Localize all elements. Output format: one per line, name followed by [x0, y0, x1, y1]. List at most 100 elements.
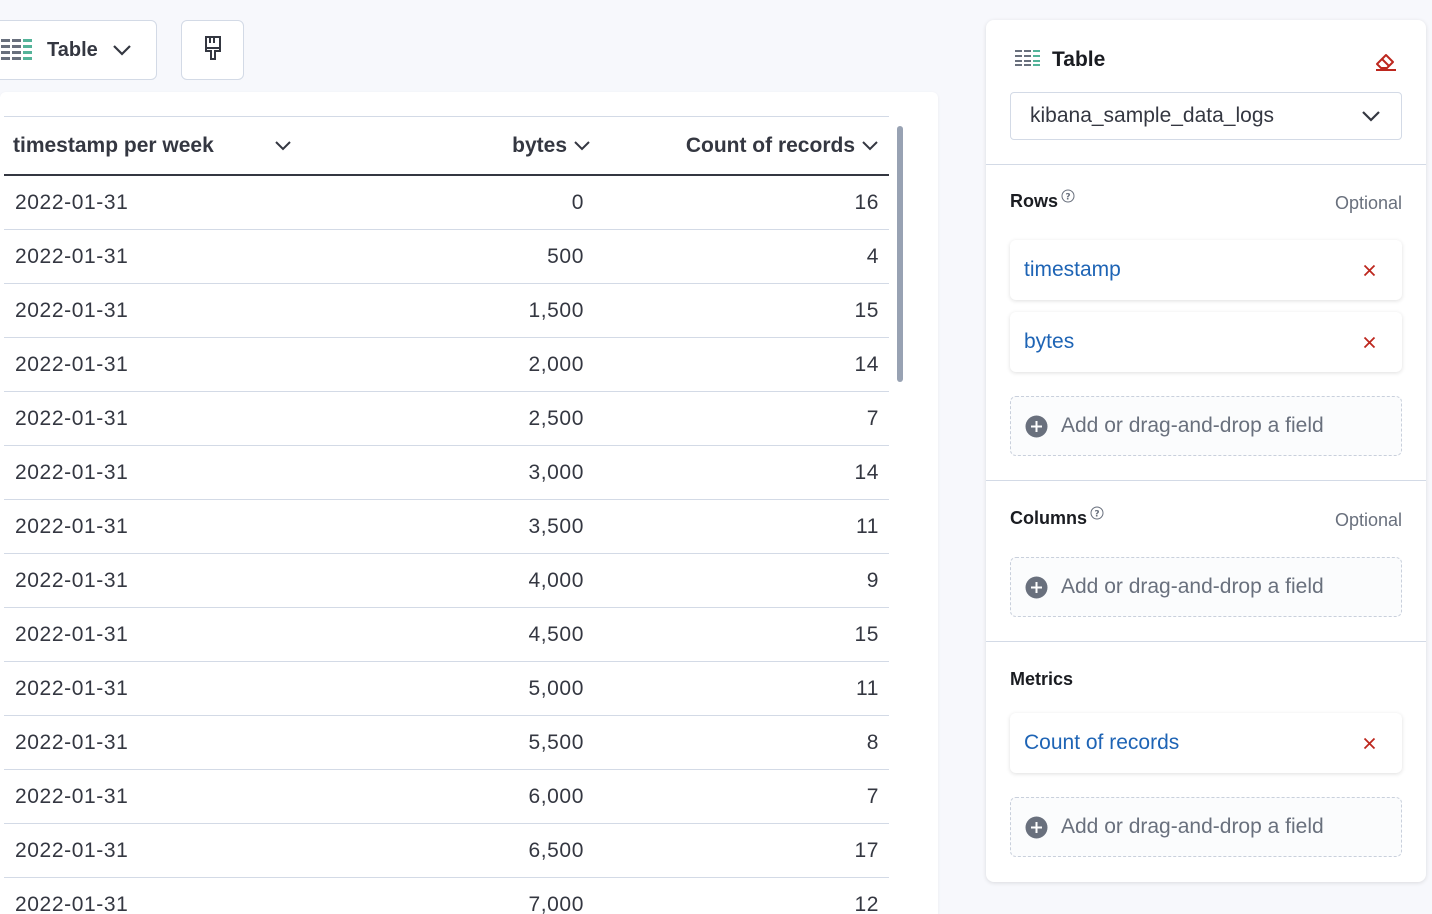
cell-timestamp[interactable]: 2022-01-31: [15, 838, 129, 862]
cell-timestamp[interactable]: 2022-01-31: [15, 514, 129, 538]
table-row: 2022-01-31 6,000 7: [4, 770, 889, 824]
column-header-bytes[interactable]: bytes: [304, 117, 597, 174]
column-header-timestamp[interactable]: timestamp per week: [4, 117, 304, 174]
column-header-count[interactable]: Count of records: [597, 117, 889, 174]
cell-bytes[interactable]: 5,000: [528, 676, 584, 700]
cell-timestamp[interactable]: 2022-01-31: [15, 406, 129, 430]
cell-bytes[interactable]: 4,000: [528, 568, 584, 592]
table-header: timestamp per week bytes Count of record…: [4, 116, 889, 176]
workspace: Table timestamp per week bytes: [0, 20, 903, 914]
cell-bytes[interactable]: 2,500: [528, 406, 584, 430]
close-icon[interactable]: [1363, 737, 1376, 750]
cell-bytes[interactable]: 2,000: [528, 352, 584, 376]
cell-timestamp[interactable]: 2022-01-31: [15, 892, 129, 914]
columns-label: Columns ?: [1010, 506, 1104, 529]
cell-timestamp[interactable]: 2022-01-31: [15, 190, 129, 214]
style-settings-button[interactable]: [181, 20, 244, 80]
metric-count-of-records[interactable]: Count of records: [1010, 713, 1402, 773]
plus-circle-icon: [1025, 415, 1048, 438]
cell-timestamp[interactable]: 2022-01-31: [15, 730, 129, 754]
close-icon[interactable]: [1363, 264, 1376, 277]
cell-count[interactable]: 9: [866, 568, 879, 592]
svg-text:?: ?: [1065, 193, 1070, 203]
cell-timestamp[interactable]: 2022-01-31: [15, 622, 129, 646]
cell-timestamp[interactable]: 2022-01-31: [15, 352, 129, 376]
table-row: 2022-01-31 3,000 14: [4, 446, 889, 500]
dimension-timestamp[interactable]: timestamp: [1010, 240, 1402, 300]
column-header-label: Count of records: [685, 133, 855, 157]
cell-count[interactable]: 14: [854, 352, 879, 376]
chevron-down-icon[interactable]: [274, 140, 292, 151]
cell-count[interactable]: 8: [866, 730, 879, 754]
table-icon: [1015, 49, 1041, 72]
chart-type-switcher[interactable]: Table: [0, 20, 157, 80]
cell-count[interactable]: 17: [854, 838, 879, 862]
table-row: 2022-01-31 7,000 12: [4, 878, 889, 914]
table-row: 2022-01-31 6,500 17: [4, 824, 889, 878]
index-pattern-select[interactable]: kibana_sample_data_logs: [1010, 92, 1402, 140]
layer-header: Table kibana_sample_data_logs: [986, 20, 1426, 165]
eraser-icon[interactable]: [1374, 50, 1398, 77]
svg-text:?: ?: [1094, 510, 1099, 520]
table-row: 2022-01-31 500 4: [4, 230, 889, 284]
cell-timestamp[interactable]: 2022-01-31: [15, 460, 129, 484]
cell-bytes[interactable]: 1,500: [528, 298, 584, 322]
cell-timestamp[interactable]: 2022-01-31: [15, 568, 129, 592]
cell-count[interactable]: 12: [854, 892, 879, 914]
cell-bytes[interactable]: 6,500: [528, 838, 584, 862]
table-row: 2022-01-31 1,500 15: [4, 284, 889, 338]
cell-timestamp[interactable]: 2022-01-31: [15, 784, 129, 808]
cell-bytes[interactable]: 5,500: [528, 730, 584, 754]
metrics-label-text: Metrics: [1010, 669, 1074, 689]
column-header-label: timestamp per week: [13, 133, 214, 157]
chevron-down-icon[interactable]: [861, 140, 879, 151]
metrics-label: Metrics: [1010, 669, 1073, 690]
cell-bytes[interactable]: 7,000: [528, 892, 584, 914]
dimension-bytes[interactable]: bytes: [1010, 312, 1402, 372]
column-header-label: bytes: [512, 133, 567, 157]
dimension-label[interactable]: Count of records: [1024, 731, 1180, 754]
cell-count[interactable]: 7: [866, 406, 879, 430]
table-row: 2022-01-31 5,500 8: [4, 716, 889, 770]
plus-circle-icon: [1025, 816, 1048, 839]
cell-bytes[interactable]: 3,000: [528, 460, 584, 484]
table-row: 2022-01-31 4,000 9: [4, 554, 889, 608]
cell-count[interactable]: 15: [854, 622, 879, 646]
add-row-field-button[interactable]: Add or drag-and-drop a field: [1010, 396, 1402, 456]
add-field-label: Add or drag-and-drop a field: [1061, 414, 1324, 437]
cell-count[interactable]: 14: [854, 460, 879, 484]
cell-bytes[interactable]: 500: [547, 244, 584, 268]
cell-timestamp[interactable]: 2022-01-31: [15, 244, 129, 268]
add-field-label: Add or drag-and-drop a field: [1061, 575, 1324, 598]
cell-count[interactable]: 11: [856, 676, 879, 700]
cell-timestamp[interactable]: 2022-01-31: [15, 676, 129, 700]
cell-bytes[interactable]: 3,500: [528, 514, 584, 538]
cell-timestamp[interactable]: 2022-01-31: [15, 298, 129, 322]
columns-section: Columns ? Optional Add or drag-and-drop …: [986, 481, 1426, 642]
paintbrush-icon: [204, 35, 222, 66]
help-icon[interactable]: ?: [1061, 189, 1075, 203]
cell-count[interactable]: 16: [854, 190, 879, 214]
table-row: 2022-01-31 3,500 11: [4, 500, 889, 554]
table-row: 2022-01-31 0 16: [4, 176, 889, 230]
table-row: 2022-01-31 4,500 15: [4, 608, 889, 662]
table-scrollbar[interactable]: [897, 126, 903, 382]
cell-count[interactable]: 11: [856, 514, 879, 538]
chevron-down-icon[interactable]: [573, 140, 591, 151]
dimension-label[interactable]: timestamp: [1024, 258, 1121, 281]
add-metric-field-button[interactable]: Add or drag-and-drop a field: [1010, 797, 1402, 857]
cell-bytes[interactable]: 6,000: [528, 784, 584, 808]
add-field-label: Add or drag-and-drop a field: [1061, 815, 1324, 838]
cell-count[interactable]: 15: [854, 298, 879, 322]
help-icon[interactable]: ?: [1090, 506, 1104, 520]
layer-title-label: Table: [1052, 48, 1106, 71]
add-column-field-button[interactable]: Add or drag-and-drop a field: [1010, 557, 1402, 617]
cell-count[interactable]: 4: [866, 244, 879, 268]
cell-bytes[interactable]: 4,500: [528, 622, 584, 646]
dimension-label[interactable]: bytes: [1024, 330, 1075, 353]
layer-title: Table: [1015, 48, 1105, 72]
rows-section: Rows ? Optional timestamp bytes Add or d…: [986, 165, 1426, 481]
close-icon[interactable]: [1363, 336, 1376, 349]
cell-bytes[interactable]: 0: [571, 190, 584, 214]
cell-count[interactable]: 7: [866, 784, 879, 808]
